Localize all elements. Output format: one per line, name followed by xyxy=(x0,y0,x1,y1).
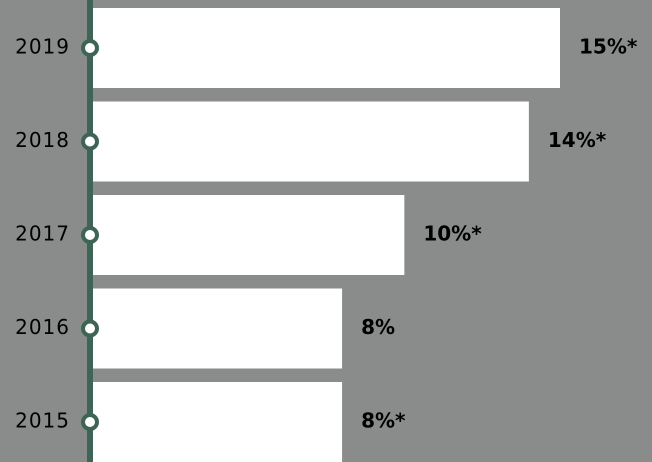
bar xyxy=(93,382,343,462)
value-label: 15%* xyxy=(579,35,638,59)
timeline-dot xyxy=(81,413,99,431)
y-tick-label: 2016 xyxy=(15,315,70,339)
value-label: 14%* xyxy=(548,128,607,152)
value-label: 10%* xyxy=(423,222,482,246)
bar xyxy=(93,288,343,369)
value-label: 8% xyxy=(361,315,395,339)
y-tick-label: 2015 xyxy=(15,409,70,433)
bar xyxy=(93,195,405,275)
bar xyxy=(93,8,560,88)
y-tick-label: 2017 xyxy=(15,222,70,246)
bar xyxy=(93,101,529,182)
value-label: 8%* xyxy=(361,409,406,433)
timeline-dot xyxy=(81,226,99,244)
timeline-dot xyxy=(81,319,99,338)
y-tick-label: 2019 xyxy=(15,35,70,59)
y-tick-label: 2018 xyxy=(15,128,70,152)
timeline-dot xyxy=(81,132,99,151)
timeline-dot xyxy=(81,39,99,57)
